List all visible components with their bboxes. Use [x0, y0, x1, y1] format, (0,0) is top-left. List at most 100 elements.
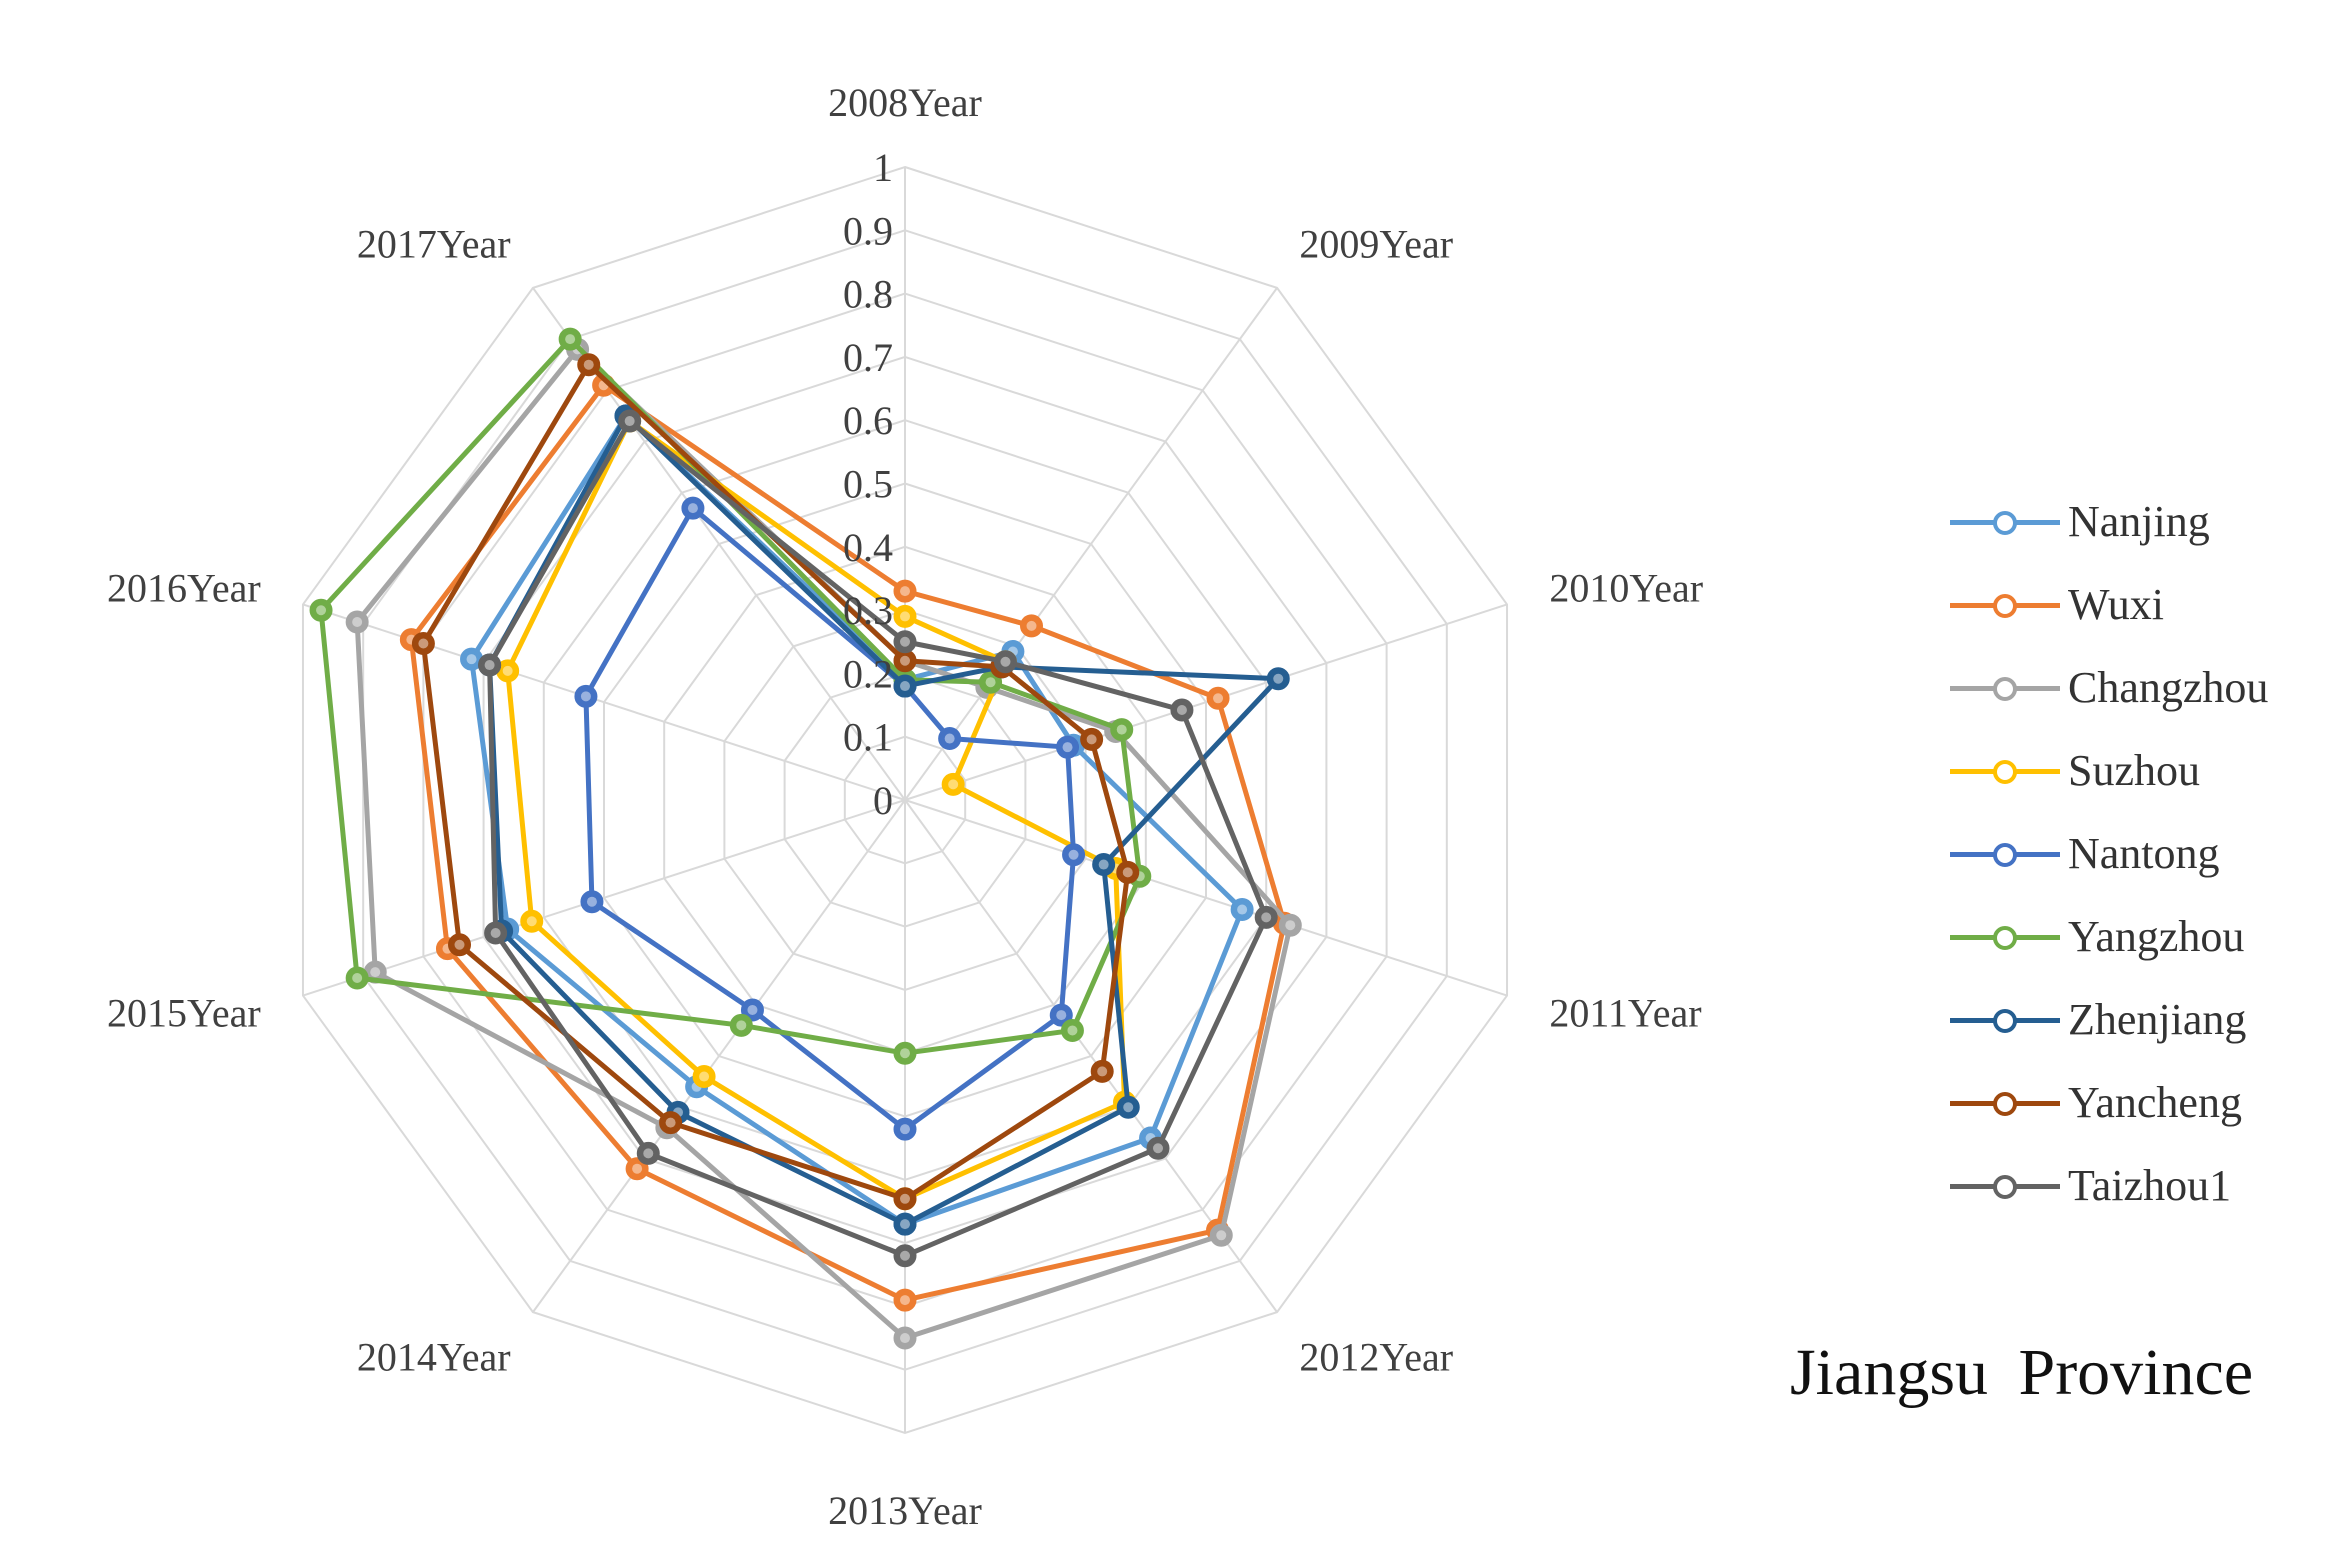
legend-label: Nantong	[2068, 829, 2220, 878]
axis-label: 2009Year	[1299, 221, 1453, 266]
legend-swatch	[1950, 1000, 2060, 1040]
data-point	[993, 650, 1017, 674]
data-point-highlight	[985, 677, 996, 688]
legend-swatch	[1950, 585, 2060, 625]
data-point	[577, 353, 601, 377]
data-point	[893, 579, 917, 603]
data-point-highlight	[1123, 1102, 1134, 1113]
axis-label: 2013Year	[828, 1488, 982, 1533]
data-point	[1062, 843, 1086, 867]
data-point	[893, 674, 917, 698]
data-point	[574, 684, 598, 708]
data-point-highlight	[352, 616, 363, 627]
data-point	[1080, 727, 1104, 751]
data-point	[893, 1117, 917, 1141]
legend-item-changzhou: Changzhou	[1950, 646, 2268, 729]
legend-item-nanjing: Nanjing	[1950, 480, 2268, 563]
grid-spoke	[904, 799, 1508, 997]
data-point-highlight	[1285, 920, 1296, 931]
data-point-highlight	[370, 967, 381, 978]
data-point-highlight	[1176, 705, 1187, 716]
data-point-highlight	[632, 1163, 643, 1174]
series-changzhou	[345, 337, 1302, 1350]
data-point-highlight	[1273, 673, 1284, 684]
data-point-highlight	[352, 973, 363, 984]
tick-label: 1	[873, 145, 893, 190]
data-point-highlight	[1213, 693, 1224, 704]
axis-label: 2012Year	[1299, 1335, 1453, 1380]
legend-item-zhenjiang: Zhenjiang	[1950, 978, 2268, 1061]
data-point	[893, 1326, 917, 1350]
data-point	[659, 1111, 683, 1135]
data-point	[1170, 698, 1194, 722]
grid-spoke	[904, 603, 1508, 801]
data-point-highlight	[1026, 620, 1037, 631]
data-point	[893, 604, 917, 628]
data-point-highlight	[687, 503, 698, 514]
data-point-highlight	[526, 916, 537, 927]
tick-label: 0.4	[843, 525, 893, 570]
data-point	[1116, 1095, 1140, 1119]
data-point	[893, 1041, 917, 1065]
data-point-highlight	[454, 939, 465, 950]
data-point	[740, 998, 764, 1022]
data-point-highlight	[747, 1004, 758, 1015]
data-point	[520, 909, 544, 933]
data-point	[979, 670, 1003, 694]
data-point-highlight	[484, 660, 495, 671]
tick-label: 0.9	[843, 208, 893, 253]
data-point-highlight	[1097, 1066, 1108, 1077]
legend-item-taizhou1: Taizhou1	[1950, 1144, 2268, 1227]
data-point	[893, 1187, 917, 1211]
data-point-highlight	[1237, 904, 1248, 915]
data-point-highlight	[900, 1250, 910, 1261]
data-point	[893, 1288, 917, 1312]
legend-label: Yangzhou	[2068, 912, 2245, 961]
data-point	[1060, 1018, 1084, 1042]
data-point	[893, 1212, 917, 1236]
data-point-highlight	[1086, 734, 1097, 745]
legend-swatch	[1950, 917, 2060, 957]
legend-swatch	[1950, 751, 2060, 791]
data-point	[580, 890, 604, 914]
data-point	[345, 966, 369, 990]
legend-label: Changzhou	[2068, 663, 2269, 712]
data-point-highlight	[944, 733, 955, 744]
axis-label: 2011Year	[1549, 991, 1701, 1036]
radar-series	[309, 327, 1302, 1350]
data-point-highlight	[565, 334, 576, 345]
data-point-highlight	[1067, 1025, 1078, 1036]
legend-item-nantong: Nantong	[1950, 812, 2268, 895]
legend-label: Zhenjiang	[2068, 995, 2247, 1044]
axis-label: 2017Year	[357, 221, 511, 266]
data-point	[1266, 667, 1290, 691]
legend-swatch	[1950, 834, 2060, 874]
data-point-highlight	[900, 611, 910, 622]
tick-label: 0.5	[843, 462, 893, 507]
data-point-highlight	[900, 1295, 910, 1306]
legend: Nanjing Wuxi Changzhou Suzhou Nantong Yangzho…	[1950, 480, 2268, 1227]
data-point-highlight	[665, 1117, 676, 1128]
legend-swatch	[1950, 1166, 2060, 1206]
data-point	[1049, 1003, 1073, 1027]
data-point	[938, 727, 962, 751]
grid-spoke	[904, 287, 1278, 801]
chart-title: Jiangsu Province	[1790, 1336, 2254, 1409]
legend-swatch	[1950, 502, 2060, 542]
data-point	[1116, 860, 1140, 884]
data-point-highlight	[736, 1020, 747, 1031]
axis-label: 2015Year	[107, 991, 261, 1036]
axis-label: 2014Year	[357, 1335, 511, 1380]
data-point-highlight	[502, 665, 513, 676]
data-point	[636, 1141, 660, 1165]
legend-label: Suzhou	[2068, 746, 2200, 795]
tick-label: 0.1	[843, 715, 893, 760]
data-point-highlight	[699, 1071, 710, 1082]
tick-label: 0.2	[843, 651, 893, 696]
legend-item-wuxi: Wuxi	[1950, 563, 2268, 646]
legend-swatch	[1950, 668, 2060, 708]
data-point-highlight	[580, 691, 591, 702]
data-point-highlight	[948, 779, 959, 790]
legend-item-suzhou: Suzhou	[1950, 729, 2268, 812]
legend-label: Yancheng	[2068, 1078, 2242, 1127]
